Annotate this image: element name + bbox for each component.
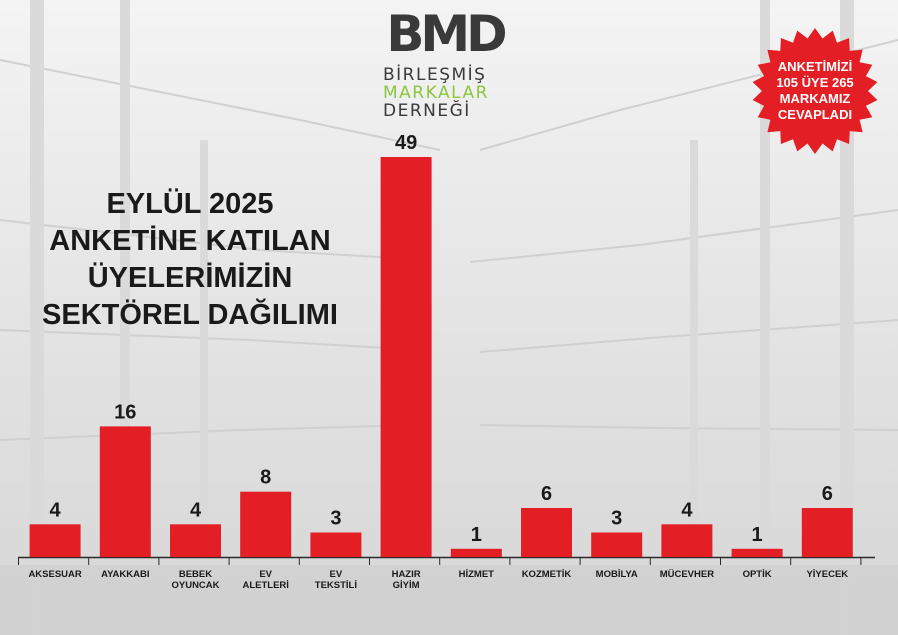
badge-text: ANKETİMİZİ 105 ÜYE 265 MARKAMIZ CEVAPLAD… xyxy=(752,59,878,123)
starburst-badge-icon xyxy=(752,28,878,154)
data-label: 4 xyxy=(681,499,693,521)
badge-starburst xyxy=(752,28,878,154)
x-tick-label: EV xyxy=(330,569,343,580)
x-tick-label: GİYİM xyxy=(393,580,420,591)
title-line: EYLÜL 2025 xyxy=(106,188,274,220)
title-line: SEKTÖREL DAĞILIMI xyxy=(42,299,338,331)
bar xyxy=(29,524,81,557)
bar xyxy=(170,524,221,557)
logo-line-3: DERNEĞİ xyxy=(383,101,471,121)
badge-line: MARKAMIZ xyxy=(779,91,851,106)
title-line: ÜYELERİMİZİN xyxy=(87,262,293,294)
x-tick-label: KOZMETİK xyxy=(522,569,572,580)
x-tick-label: HAZIR xyxy=(392,569,421,580)
data-label: 16 xyxy=(114,401,136,423)
data-label: 6 xyxy=(822,483,833,505)
data-label: 6 xyxy=(541,483,552,505)
data-label: 1 xyxy=(471,524,482,546)
title-line: ANKETİNE KATILAN xyxy=(49,225,331,257)
x-tick-label: MÜCEVHER xyxy=(660,569,715,580)
bar xyxy=(99,426,151,557)
bar xyxy=(240,491,292,557)
bar xyxy=(310,532,362,557)
bar xyxy=(801,508,853,557)
data-label: 4 xyxy=(190,499,202,521)
x-tick-label: TEKSTİLİ xyxy=(315,580,357,591)
x-tick-label: MOBİLYA xyxy=(596,569,638,580)
badge-line: CEVAPLADI xyxy=(777,107,853,122)
logo-line-1: BİRLEŞMİŞ xyxy=(383,65,487,85)
chart-title: EYLÜL 2025 ANKETİNE KATILAN ÜYELERİMİZİN… xyxy=(0,186,380,334)
bar xyxy=(450,548,502,557)
survey-badge: ANKETİMİZİ 105 ÜYE 265 MARKAMIZ CEVAPLAD… xyxy=(752,28,878,154)
x-tick-label: BEBEK xyxy=(179,569,212,580)
data-label: 1 xyxy=(752,524,763,546)
x-tick-label: ALETLERİ xyxy=(242,580,288,591)
x-tick-label: OYUNCAK xyxy=(171,580,219,591)
data-label: 4 xyxy=(50,499,62,521)
x-tick-label: OPTİK xyxy=(743,569,772,580)
bar xyxy=(521,508,572,557)
data-label: 8 xyxy=(260,467,271,489)
data-label: 49 xyxy=(395,132,417,154)
logo-line-2: MARKALAR xyxy=(383,83,489,103)
x-tick-label: AYAKKABI xyxy=(101,569,149,580)
x-tick-label: YİYECEK xyxy=(806,569,848,580)
x-tick-label: EV xyxy=(259,569,272,580)
bar xyxy=(661,524,713,557)
x-tick-label: HİZMET xyxy=(459,569,495,580)
data-label: 3 xyxy=(330,508,341,530)
bar xyxy=(731,548,783,557)
data-label: 3 xyxy=(611,508,622,530)
badge-line: 105 ÜYE 265 xyxy=(776,75,854,90)
badge-line: ANKETİMİZİ xyxy=(777,59,853,74)
bar xyxy=(380,157,432,557)
x-tick-label: AKSESUAR xyxy=(28,569,81,580)
bar xyxy=(591,532,643,557)
logo-wordmark: BMD xyxy=(386,5,507,63)
